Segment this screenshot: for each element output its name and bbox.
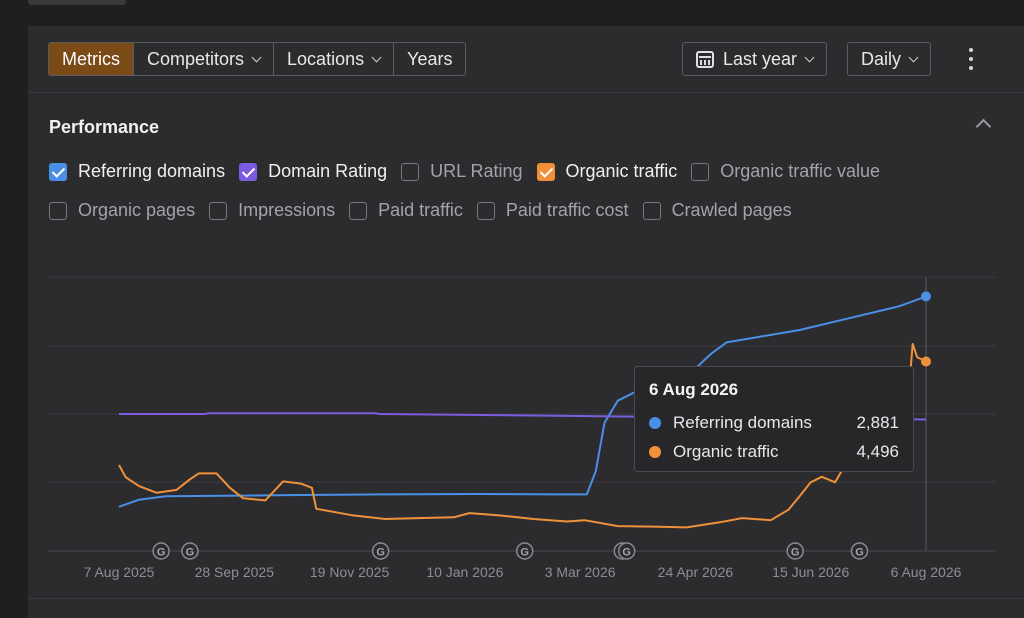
calendar-icon <box>696 50 714 68</box>
x-tick-label: 10 Jan 2026 <box>426 564 503 580</box>
google-icon: G <box>622 547 631 559</box>
google-icon: G <box>376 547 385 559</box>
checkbox-impressions[interactable]: Impressions <box>209 200 335 221</box>
checkbox-checked-icon <box>536 162 555 181</box>
hover-point-referring-domains <box>921 291 931 302</box>
tab-competitors[interactable]: Competitors <box>134 43 275 75</box>
checkbox-organic-pages[interactable]: Organic pages <box>49 200 195 221</box>
checkbox-organic-traffic-value[interactable]: Organic traffic value <box>691 161 880 182</box>
view-switcher: Metrics Competitors Locations Years <box>48 42 467 76</box>
checkbox-unchecked-icon <box>49 201 67 220</box>
panel-divider <box>28 598 1024 599</box>
google-update-marker: G <box>181 542 199 560</box>
google-update-marker: G <box>515 542 534 560</box>
checkbox-label: Impressions <box>238 200 336 220</box>
tab-locations-label: Locations <box>287 48 365 69</box>
hover-point-organic-traffic <box>921 356 931 367</box>
performance-panel: Metrics Competitors Locations Years Last… <box>28 26 1024 618</box>
granularity-dropdown[interactable]: Daily <box>847 42 932 76</box>
checkbox-checked-icon <box>49 162 67 181</box>
checkbox-unchecked-icon <box>209 201 228 220</box>
google-update-markers: GGGGGGGG <box>152 542 869 560</box>
google-icon-circle <box>152 542 170 560</box>
metrics-row-1: Referring domains Domain Rating URL Rati… <box>49 161 894 182</box>
google-icon-circle <box>786 542 804 560</box>
checkbox-referring-domains[interactable]: Referring domains <box>49 161 225 182</box>
google-update-marker: G <box>371 542 390 560</box>
google-icon: G <box>520 547 529 559</box>
checkbox-paid-traffic[interactable]: Paid traffic <box>349 200 463 221</box>
granularity-label: Daily <box>861 48 902 69</box>
metrics-row-2: Organic pages Impressions Paid traffic P… <box>49 200 806 221</box>
checkbox-organic-traffic[interactable]: Organic traffic <box>536 161 678 182</box>
google-update-marker: G <box>617 542 636 560</box>
x-tick-label: 15 Jun 2026 <box>772 564 849 580</box>
google-icon-circle <box>371 542 390 560</box>
chart-tooltip: 6 Aug 2026 Referring domains 2,881 Organ… <box>634 366 914 472</box>
tab-locations[interactable]: Locations <box>274 43 395 75</box>
tooltip-series-value: 4,496 <box>856 441 899 461</box>
google-update-marker: G <box>850 542 869 560</box>
google-icon: G <box>855 547 864 559</box>
date-range-dropdown[interactable]: Last year <box>682 42 828 76</box>
series-dot-icon <box>649 416 661 429</box>
google-icon-circle <box>617 542 636 560</box>
checkbox-unchecked-icon <box>691 162 710 181</box>
checkbox-label: Organic traffic value <box>720 161 880 181</box>
series-line-domain-rating <box>119 412 927 421</box>
checkbox-domain-rating[interactable]: Domain Rating <box>239 161 387 182</box>
toolbar: Metrics Competitors Locations Years Last… <box>28 26 1024 93</box>
google-icon-circle <box>181 542 199 560</box>
tooltip-series-name: Referring domains <box>673 412 812 432</box>
checkbox-label: Referring domains <box>78 161 226 181</box>
x-tick-label: 19 Nov 2025 <box>310 564 390 580</box>
x-tick-label: 7 Aug 2025 <box>84 564 155 580</box>
google-icon-circle <box>850 542 869 560</box>
tooltip-row-organic-traffic: Organic traffic 4,496 <box>649 437 899 466</box>
checkbox-checked-icon <box>239 162 258 181</box>
checkbox-url-rating[interactable]: URL Rating <box>401 161 523 182</box>
x-axis-tick-labels: 7 Aug 2025 28 Sep 2025 19 Nov 2025 10 Jan 2… <box>84 564 962 580</box>
x-tick-label: 3 Mar 2026 <box>545 564 616 580</box>
tooltip-series-name: Organic traffic <box>673 441 779 461</box>
x-tick-label: 24 Apr 2026 <box>658 564 734 580</box>
google-update-marker: G <box>152 542 170 560</box>
google-icon: G <box>186 547 195 559</box>
google-icon-circle <box>515 542 534 560</box>
checkbox-unchecked-icon <box>476 201 495 220</box>
checkbox-label: Paid traffic <box>378 200 463 220</box>
checkbox-label: Organic pages <box>78 200 196 220</box>
checkbox-unchecked-icon <box>401 162 420 181</box>
tooltip-series-value: 2,881 <box>856 412 899 432</box>
google-update-marker: G <box>786 542 804 560</box>
top-tab-stub <box>28 0 126 5</box>
checkbox-label: Crawled pages <box>671 200 792 220</box>
series-dot-icon <box>649 445 661 458</box>
checkbox-paid-traffic-cost[interactable]: Paid traffic cost <box>476 200 629 221</box>
x-tick-label: 28 Sep 2025 <box>195 564 275 580</box>
checkbox-crawled-pages[interactable]: Crawled pages <box>642 200 792 221</box>
tab-metrics[interactable]: Metrics <box>49 43 134 75</box>
kebab-icon[interactable] <box>965 48 977 70</box>
x-tick-label: 6 Aug 2026 <box>891 564 962 580</box>
date-range-label: Last year <box>723 48 798 69</box>
tab-years-label: Years <box>407 48 453 69</box>
google-icon: G <box>157 547 166 559</box>
tooltip-row-referring-domains: Referring domains 2,881 <box>649 408 899 437</box>
section-title: Performance <box>49 117 160 137</box>
tab-competitors-label: Competitors <box>147 48 245 69</box>
tab-metrics-label: Metrics <box>62 48 120 69</box>
checkbox-label: Organic traffic <box>565 161 678 181</box>
checkbox-label: URL Rating <box>430 161 523 181</box>
google-icon: G <box>791 547 800 559</box>
checkbox-unchecked-icon <box>349 201 368 220</box>
checkbox-unchecked-icon <box>642 201 661 220</box>
tooltip-date: 6 Aug 2026 <box>649 380 739 399</box>
series-line-referring-domains <box>118 295 927 508</box>
tab-years[interactable]: Years <box>394 43 465 75</box>
checkbox-label: Paid traffic cost <box>505 200 629 220</box>
checkbox-label: Domain Rating <box>268 161 388 181</box>
